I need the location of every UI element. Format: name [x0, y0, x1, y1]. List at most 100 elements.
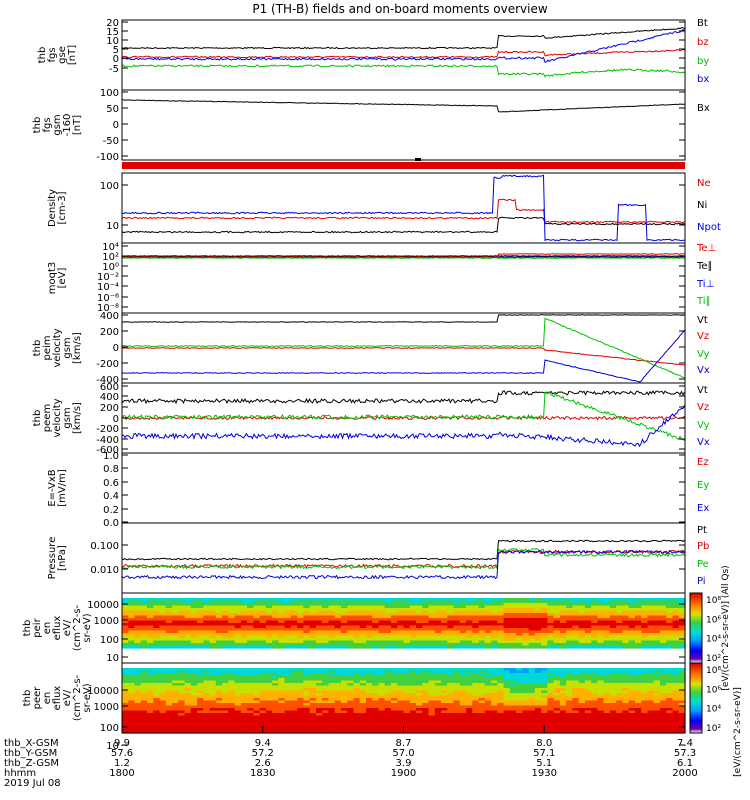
ytick-label: 10000 [87, 600, 119, 611]
axis-label-y: eV/ [62, 689, 73, 706]
xtick-label: 9.4 [255, 738, 271, 749]
axis-label-y: eflux [52, 616, 63, 641]
ytick-label: -100 [96, 152, 119, 163]
axis-label-y: peem [42, 404, 53, 432]
xtick-label: 57.1 [533, 748, 555, 759]
legend-entry: Vt [697, 315, 708, 326]
xtick-label: 8.7 [396, 738, 412, 749]
colorbar-tick: 10⁶ [706, 615, 721, 625]
axis-label-y: (cm^2-s- [72, 604, 83, 651]
ytick-label: 100 [100, 181, 119, 192]
colorbar-tick: 10⁸ [706, 596, 721, 606]
series-Vy [121, 317, 685, 379]
ytick-label: 15 [106, 27, 119, 38]
xtick-label: 1900 [391, 768, 416, 779]
colorbar-label: [eV/(cm^2-s-sr-eV)] (All Qs) [721, 565, 731, 690]
axis-label-y: Density [47, 189, 58, 227]
series-Vx [121, 329, 685, 383]
colorbar-tick: 10⁴ [706, 635, 721, 645]
xtick-label: 1.2 [114, 758, 130, 769]
ytick-label: 100 [100, 88, 119, 99]
axis-label-y: [km/s] [72, 402, 83, 434]
ytick-label: 200 [100, 403, 119, 414]
legend-entry: Npot [697, 222, 721, 233]
series-bz [121, 48, 685, 59]
ytick-label: 1.0 [103, 451, 119, 462]
xtick-label: 7.4 [677, 738, 693, 749]
panel-peer: 10000 1000 100 10 thb peer en eflux eV/(cm^2-s-s… [22, 662, 686, 752]
ytick-label: -400 [96, 435, 119, 446]
xtick-label: 9.9 [114, 738, 130, 749]
legend-entry: Pt [697, 525, 707, 536]
colorbar-tick: 10² [706, 724, 721, 734]
xtick-label: 3.9 [396, 758, 412, 769]
xaxis-row-label: thb_Z-GSM [4, 758, 59, 769]
series-Pt [121, 539, 685, 561]
ytick-label: -5 [109, 64, 119, 75]
legend-entry: Vx [697, 365, 710, 376]
axis-label-y: en [42, 622, 53, 635]
ytick-label: -200 [96, 424, 119, 435]
legend-entry: Ti∥ [696, 296, 711, 307]
series-by [121, 64, 685, 78]
ytick-label: 600 [100, 382, 119, 393]
axis-label-y: [cm-3] [57, 191, 68, 224]
ytick-label: 0.6 [103, 478, 119, 489]
axis-label-y: -160 [62, 114, 73, 137]
xaxis-row-label: hhmm [4, 768, 36, 779]
axis-label-y: fgs [42, 117, 53, 132]
legend-entry: bx [697, 74, 709, 85]
axis-label-y: [km/s] [72, 332, 83, 364]
ytick-label: 10⁻⁸ [97, 303, 119, 314]
axis-label-y: velocity [52, 328, 63, 367]
colorbar-tick: 10² [706, 654, 721, 664]
legend-entry: Vx [697, 437, 710, 448]
axis-label-y: en [42, 692, 53, 705]
legend-entry: Pe [697, 559, 709, 570]
panel-peir: 10000 1000 100 10 thb peir en eflux eV/(cm^2-s-s… [22, 592, 686, 664]
axis-label-y: peir [32, 617, 43, 637]
series-Vz [121, 347, 685, 366]
legend-entry: Ex [697, 503, 709, 514]
axis-label-y: eflux [52, 686, 63, 711]
axis-label-y: E=-VxB [47, 469, 58, 506]
legend-entry: by [697, 56, 709, 67]
ytick-label: 10 [106, 36, 119, 47]
xtick-label: 1800 [109, 768, 134, 779]
axis-label-y: velocity [52, 398, 63, 437]
figure-title: P1 (TH-B) fields and on-board moments ov… [252, 2, 548, 16]
series-Vy [121, 391, 685, 441]
axis-label-y: thb [22, 690, 33, 707]
axis-label-y: thb [32, 117, 43, 134]
axis-label-y: thb [32, 410, 43, 427]
ytick-label: 10000 [87, 686, 119, 697]
ytick-label: 0 [113, 343, 119, 354]
axis-label-y: sr-eV) [82, 683, 93, 712]
axis-label-y: [eV] [57, 268, 68, 289]
ytick-label: 0.010 [90, 565, 119, 576]
ytick-label: 0.2 [103, 505, 119, 516]
ytick-label: 1000 [94, 702, 119, 713]
axis-label-y: [mV/m] [57, 469, 68, 507]
ytick-label: 0.4 [103, 491, 119, 502]
axis-label-y: eV/ [62, 619, 73, 636]
ytick-label: -400 [96, 375, 119, 386]
ytick-label: 0.100 [90, 541, 119, 552]
ytick-label: 10 [106, 653, 119, 664]
axis-label-y: gsm [62, 407, 73, 428]
xtick-label: 57.3 [674, 748, 696, 759]
ytick-label: 0 [113, 414, 119, 425]
ytick-label: 10 [106, 741, 119, 752]
ytick-label: 50 [106, 104, 119, 115]
legend-entry: Ey [697, 480, 709, 491]
ytick-label: 10⁴ [102, 242, 119, 253]
axis-label-y: thb [22, 620, 33, 637]
ytick-label: 20 [106, 18, 119, 29]
axis-label-y: thb [32, 340, 43, 357]
ytick-label: 0 [113, 120, 119, 131]
legend-entry: Ti⊥ [696, 279, 714, 290]
